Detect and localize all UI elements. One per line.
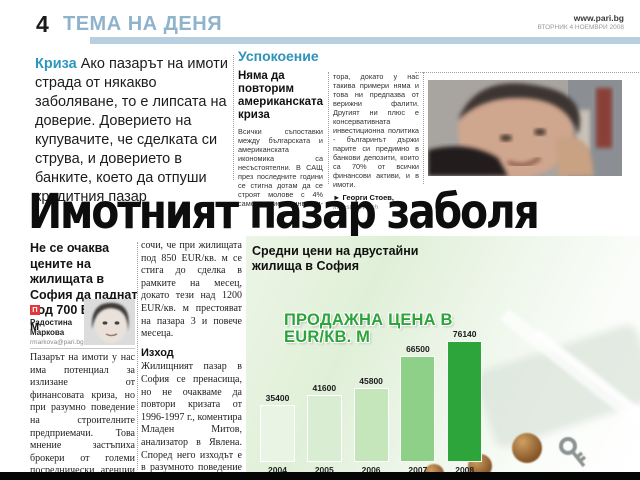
masthead-right: www.pari.bg ВТОРНИК 4 НОЕМВРИ 2008 (538, 13, 624, 31)
bar-value-label: 41600 (312, 383, 337, 393)
opinion-author-org: Industry Watch (333, 204, 379, 211)
opinion-byline: ► Георги Стоев, Industry Watch (333, 193, 419, 211)
blurred-photo-backdrop (472, 321, 640, 451)
article-paragraph: Жилищният пазар в София се пренасища, но… (141, 361, 242, 473)
bar-year-label: 2004 (268, 465, 287, 472)
bar: 35400 2004 (260, 393, 295, 472)
bar-value-label: 76140 (452, 329, 477, 339)
author-rule (30, 348, 135, 349)
author-email: rmarkova@pari.bg (30, 339, 84, 346)
column-separator (328, 72, 329, 184)
bar-year-label: 2008 (455, 465, 475, 472)
bar-year-label: 2007 (408, 465, 428, 472)
opinion-box-title: Успокоение (238, 48, 319, 64)
article-paragraph: сочи, че при жилищата под 850 EUR/кв. м … (141, 240, 242, 340)
portrait-photo (428, 80, 622, 176)
opinion-box-text: Всички съпоставки между българската и ам… (238, 127, 323, 208)
opinion-box-subtitle: Няма да повторим американската криза (238, 70, 324, 121)
coin-photo (512, 433, 542, 463)
opinion-box-col2: тора, докато у нас такива примери няма и… (333, 72, 419, 211)
bar-value-label: 35400 (265, 393, 290, 403)
article-column-2: сочи, че при жилищата под 850 EUR/кв. м … (141, 240, 242, 473)
kicker-label: Криза (35, 56, 77, 72)
chart-title: Средни цени на двустайни жилища в София (252, 244, 419, 273)
issue-date: ВТОРНИК 4 НОЕМВРИ 2008 (537, 24, 624, 31)
bar-value-label: 66500 (406, 344, 430, 354)
column-separator (137, 242, 138, 470)
bar-value-label: 45800 (359, 376, 383, 386)
price-chart: Средни цени на двустайни жилища в София … (246, 236, 640, 472)
section-title: ТЕМА НА ДЕНЯ (63, 13, 223, 35)
lead-text: Ако пазарът на имоти страда от някакво з… (35, 56, 228, 205)
coin-photo (424, 464, 444, 472)
bar: 66500 2007 (400, 344, 436, 472)
pari-logo-icon: П (30, 305, 40, 315)
bar-year-label: 2006 (361, 465, 381, 472)
article-paragraph: Пазарът на имоти у нас има потенциал за … (30, 352, 135, 473)
bar: 76140 2008 (447, 329, 483, 472)
chart-subtitle: ПРОДАЖНА ЦЕНА В EUR/КВ. М (284, 311, 453, 346)
column-separator (233, 55, 234, 180)
article-column-1: Пазарът на имоти у нас има потенциал за … (30, 352, 135, 473)
page-bottom-edge (0, 472, 640, 480)
opinion-box-col1: Няма да повторим американската криза Вси… (238, 70, 323, 208)
lead-paragraph: Криза Ако пазарът на имоти страда от няк… (35, 55, 232, 207)
opinion-box: Успокоение Няма да повторим американскат… (238, 48, 420, 211)
author-photo (84, 299, 135, 345)
page-number: 4 (36, 11, 49, 37)
photo-top-rule (415, 72, 639, 73)
article-subhead: Изход (141, 346, 174, 359)
main-headline: Имотният пазар заболя (28, 184, 540, 241)
opinion-box-text: тора, докато у нас такива примери няма и… (333, 72, 419, 189)
key-photo (556, 436, 592, 472)
bar: 45800 2006 (353, 376, 389, 472)
header-rule (90, 37, 640, 44)
opinion-author: Георги Стоев, (342, 193, 394, 202)
arrow-marker-icon: ► (333, 193, 341, 202)
bar: 41600 2005 (306, 383, 342, 472)
website-url: www.pari.bg (573, 13, 624, 23)
bar-year-label: 2005 (314, 465, 334, 472)
author-name: Радостина Маркова (30, 318, 73, 337)
column-separator (423, 72, 424, 184)
